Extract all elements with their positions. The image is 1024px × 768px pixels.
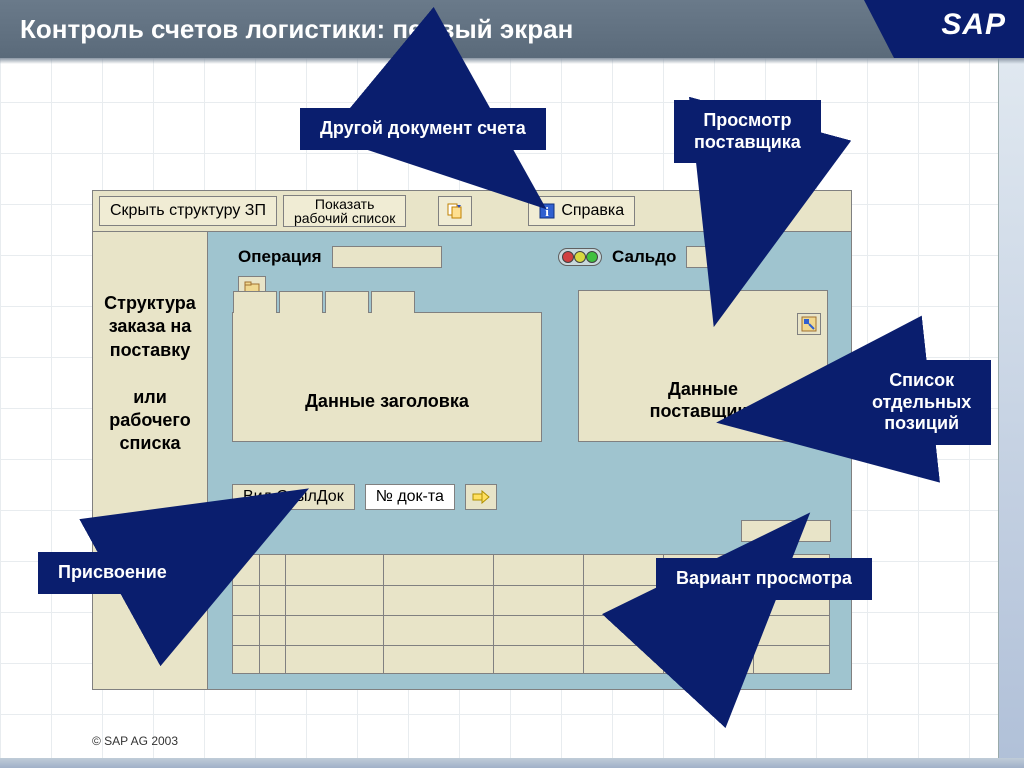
header-shadow	[0, 58, 1024, 64]
tab-3[interactable]	[325, 291, 369, 313]
other-document-button[interactable]	[438, 196, 472, 226]
display-icon	[801, 316, 817, 332]
doc-number-field[interactable]: № док-та	[365, 484, 455, 510]
page-title: Контроль счетов логистики: первый экран	[20, 14, 573, 45]
page-header: Контроль счетов логистики: первый экран …	[0, 0, 1024, 58]
operation-label: Операция	[238, 247, 322, 267]
tab-4[interactable]	[371, 291, 415, 313]
sidebar: Структура заказа на поставку или рабочег…	[92, 232, 208, 690]
tab-2[interactable]	[279, 291, 323, 313]
list-icon	[774, 416, 788, 430]
app-frame: Скрыть структуру ЗП Показать рабочий спи…	[92, 190, 852, 690]
refdoc-kind-button[interactable]: Вид СсылДок	[232, 484, 355, 510]
copyright: © SAP AG 2003	[92, 734, 178, 748]
traffic-light-icon	[558, 248, 602, 266]
sidebar-text: Структура заказа на поставку или рабочег…	[93, 292, 207, 456]
header-data-label: Данные заголовка	[233, 391, 541, 412]
callout-supplier-view: Просмотр поставщика	[674, 100, 821, 163]
balance-field[interactable]	[686, 246, 756, 268]
header-data-tabs: Данные заголовка	[232, 312, 542, 442]
callout-individual-positions: Список отдельных позиций	[852, 360, 991, 445]
balance-label: Сальдо	[612, 247, 676, 267]
hide-structure-button[interactable]: Скрыть структуру ЗП	[99, 196, 277, 226]
help-button[interactable]: i Справка	[528, 196, 635, 226]
content-panel: Операция Сальдо Данные заголовка	[208, 232, 852, 690]
bottom-decoration	[0, 758, 1024, 768]
supplier-data-box: Данные поставщика ОП	[578, 290, 828, 442]
individual-positions-button[interactable]: ОП	[767, 411, 821, 435]
help-label: Справка	[561, 202, 624, 220]
svg-text:i: i	[546, 204, 550, 219]
callout-view-variant: Вариант просмотра	[656, 558, 872, 600]
balance-row: Сальдо	[558, 246, 756, 268]
execute-button[interactable]	[465, 484, 497, 510]
document-swap-icon	[447, 203, 463, 219]
tab-strip	[233, 291, 417, 313]
op-button-label: ОП	[792, 415, 814, 432]
arrow-right-icon	[472, 490, 490, 504]
info-icon: i	[539, 203, 555, 219]
toolbar: Скрыть структуру ЗП Показать рабочий спи…	[92, 190, 852, 232]
sap-logo: SAP	[894, 0, 1024, 58]
supplier-view-button[interactable]	[797, 313, 821, 335]
reference-doc-row: Вид СсылДок № док-та	[232, 484, 497, 510]
operation-row: Операция	[238, 246, 442, 268]
sap-logo-text: SAP	[941, 8, 1006, 42]
show-worklist-button[interactable]: Показать рабочий список	[283, 195, 406, 227]
right-decoration	[998, 58, 1024, 768]
tab-1[interactable]	[233, 291, 277, 313]
callout-assignment: Присвоение	[38, 552, 187, 594]
view-variant-field[interactable]	[741, 520, 831, 542]
operation-field[interactable]	[332, 246, 442, 268]
callout-other-document: Другой документ счета	[300, 108, 546, 150]
